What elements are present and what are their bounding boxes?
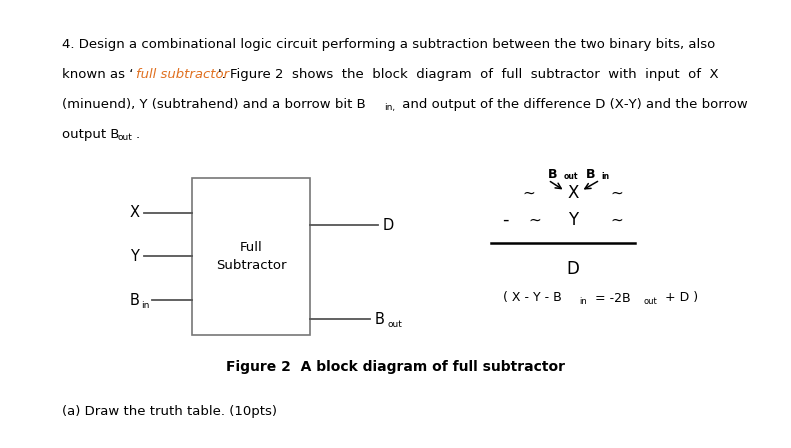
Bar [192, 178, 310, 335]
Text: Figure 2  A block diagram of full subtractor: Figure 2 A block diagram of full subtrac… [225, 360, 565, 374]
Text: Y: Y [568, 211, 578, 229]
Text: D: D [566, 260, 580, 278]
Text: Full: Full [240, 241, 263, 254]
Text: B: B [586, 168, 596, 181]
Text: (minuend), Y (subtrahend) and a borrow bit B: (minuend), Y (subtrahend) and a borrow b… [62, 98, 365, 111]
Text: full subtractor: full subtractor [136, 68, 229, 81]
Text: ~: ~ [611, 212, 623, 228]
Text: B: B [548, 168, 558, 181]
Text: X: X [130, 205, 140, 220]
Text: output B: output B [62, 128, 119, 141]
Text: ~: ~ [528, 212, 541, 228]
Text: in: in [601, 172, 609, 181]
Text: ~: ~ [523, 185, 536, 201]
Text: out: out [118, 133, 133, 142]
Text: known as ‘: known as ‘ [62, 68, 134, 81]
Text: 4. Design a combinational logic circuit performing a subtraction between the two: 4. Design a combinational logic circuit … [62, 38, 715, 51]
Text: in: in [141, 301, 149, 310]
Text: D: D [383, 218, 394, 233]
Text: out: out [643, 297, 657, 306]
Text: '. Figure 2  shows  the  block  diagram  of  full  subtractor  with  input  of  : '. Figure 2 shows the block diagram of f… [218, 68, 719, 81]
Text: B: B [375, 312, 385, 327]
Text: .: . [136, 128, 140, 141]
Text: -: - [501, 211, 509, 229]
Text: in: in [579, 297, 587, 306]
Text: in,: in, [384, 103, 396, 112]
Text: Subtractor: Subtractor [216, 259, 286, 272]
Text: B: B [130, 293, 140, 308]
Text: out: out [564, 172, 578, 181]
Text: + D ): + D ) [661, 292, 698, 305]
Text: ~: ~ [611, 185, 623, 201]
Text: ( X - Y - B: ( X - Y - B [503, 292, 562, 305]
Text: out: out [387, 320, 402, 329]
Text: Y: Y [130, 249, 139, 264]
Text: = -2B: = -2B [591, 292, 630, 305]
Text: X: X [567, 184, 579, 202]
Text: (a) Draw the truth table. (10pts): (a) Draw the truth table. (10pts) [62, 405, 277, 418]
Text: and output of the difference D (X‑Y) and the borrow: and output of the difference D (X‑Y) and… [398, 98, 747, 111]
